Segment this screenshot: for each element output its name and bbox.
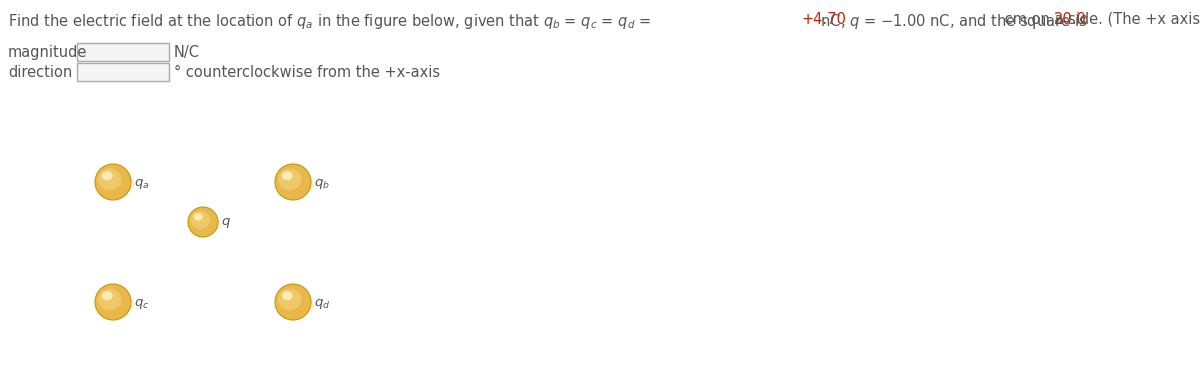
Ellipse shape bbox=[102, 291, 113, 300]
Text: direction: direction bbox=[8, 65, 72, 80]
Circle shape bbox=[95, 164, 131, 200]
Ellipse shape bbox=[98, 288, 121, 310]
Ellipse shape bbox=[95, 174, 134, 196]
Ellipse shape bbox=[95, 294, 134, 316]
Ellipse shape bbox=[193, 213, 203, 221]
Text: 20.0: 20.0 bbox=[1054, 12, 1087, 27]
Ellipse shape bbox=[188, 215, 221, 233]
Text: cm on a side. (The +x axis is directed to the right.): cm on a side. (The +x axis is directed t… bbox=[1000, 12, 1200, 27]
Text: $q_b$: $q_b$ bbox=[314, 177, 330, 191]
Text: +4.70: +4.70 bbox=[802, 12, 846, 27]
Circle shape bbox=[275, 284, 311, 320]
Ellipse shape bbox=[282, 171, 293, 180]
Circle shape bbox=[95, 284, 131, 320]
Text: nC, $q$ = −1.00 nC, and the square is: nC, $q$ = −1.00 nC, and the square is bbox=[816, 12, 1087, 31]
Ellipse shape bbox=[275, 174, 314, 196]
Circle shape bbox=[275, 164, 311, 200]
Ellipse shape bbox=[278, 168, 301, 190]
Text: ° counterclockwise from the +x-axis: ° counterclockwise from the +x-axis bbox=[174, 65, 440, 80]
Bar bbox=[77, 63, 169, 81]
Ellipse shape bbox=[191, 211, 210, 229]
Ellipse shape bbox=[282, 291, 293, 300]
Circle shape bbox=[188, 207, 218, 237]
Text: N/C: N/C bbox=[174, 45, 200, 60]
Text: $q$: $q$ bbox=[221, 217, 230, 230]
Text: magnitude: magnitude bbox=[8, 45, 88, 60]
Ellipse shape bbox=[278, 288, 301, 310]
Bar bbox=[77, 43, 169, 61]
Text: $q_a$: $q_a$ bbox=[134, 177, 150, 191]
Text: $q_c$: $q_c$ bbox=[134, 297, 149, 311]
Ellipse shape bbox=[102, 171, 113, 180]
Ellipse shape bbox=[275, 294, 314, 316]
Ellipse shape bbox=[98, 168, 121, 190]
Text: Find the electric field at the location of $q_a$ in the figure below, given that: Find the electric field at the location … bbox=[8, 12, 653, 31]
Text: $q_d$: $q_d$ bbox=[314, 297, 330, 311]
